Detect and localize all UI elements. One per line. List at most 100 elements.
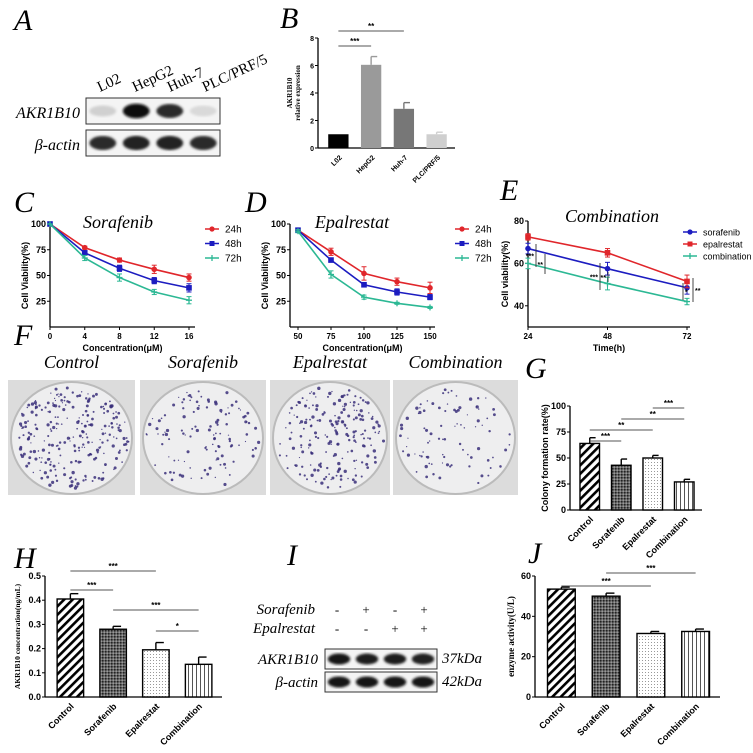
colony-dot [339, 478, 343, 481]
colony-dot [340, 394, 345, 399]
colony-dot [328, 473, 330, 475]
significance-label: ** [368, 22, 375, 31]
data-point [427, 294, 433, 300]
category-label: Control [46, 701, 76, 731]
colony-dot [330, 443, 332, 446]
colony-dot [437, 406, 441, 410]
colony-dish-epalrestat: Epalrestat [270, 352, 390, 495]
blot-I-row0-band [383, 653, 407, 665]
colony-dot [77, 446, 81, 449]
colony-dot [69, 440, 71, 442]
colony-dot [215, 432, 217, 435]
colony-dot [29, 432, 33, 436]
colony-dot [427, 441, 429, 444]
treatment-sign: + [420, 621, 427, 636]
colony-dot [306, 478, 308, 481]
chart-title: Epalrestat [314, 212, 390, 232]
colony-dot [126, 440, 129, 443]
panel-I-western-blot: Sorafenib - + - + Epalrestat - - + + AKR1B10 37kDa β… [252, 602, 482, 693]
colony-dot [342, 407, 346, 412]
colony-dot [343, 394, 345, 396]
blot-A-row0-band [156, 104, 184, 118]
colony-dot [26, 437, 30, 441]
colony-dot [25, 464, 29, 468]
colony-dish-combination: Combination [393, 352, 518, 495]
legend-label: 24h [225, 225, 242, 236]
colony-dot [182, 398, 186, 401]
colony-dot [351, 478, 355, 482]
blot-I-row0-band [411, 653, 435, 665]
x-tick-label: 12 [150, 332, 159, 341]
colony-dot [331, 476, 335, 480]
colony-dot [195, 428, 199, 433]
colony-dot [343, 469, 347, 473]
colony-dot [406, 453, 411, 457]
colony-dot [372, 426, 376, 430]
colony-dot [40, 461, 43, 464]
colony-dot [309, 392, 311, 395]
category-label: Epalrestat [618, 701, 656, 739]
y-tick-label: 6 [310, 64, 314, 71]
colony-dot [432, 473, 435, 476]
panel-label-A: A [12, 4, 33, 37]
colony-dot [340, 411, 344, 414]
colony-dot [301, 397, 304, 400]
colony-dot [41, 448, 46, 452]
y-tick-label: 75 [556, 427, 566, 437]
colony-dot [206, 472, 210, 476]
treatment-sign: - [335, 621, 339, 636]
colony-dot [354, 474, 358, 477]
colony-dot [298, 473, 302, 476]
legend-marker [209, 226, 215, 232]
colony-dot [154, 464, 157, 467]
treatment-sign: - [364, 621, 368, 636]
treatment-label: Sorafenib [257, 602, 316, 618]
colony-dot [112, 416, 116, 420]
colony-dot [246, 411, 250, 415]
colony-dot [286, 467, 289, 470]
colony-dot [346, 393, 349, 396]
colony-dot [245, 433, 249, 436]
treatment-sign: + [362, 602, 369, 617]
colony-dot [279, 443, 281, 445]
colony-dot [492, 413, 496, 417]
y-tick-label: 0.1 [28, 668, 41, 678]
colony-dot [425, 455, 428, 458]
y-tick-label: 60 [521, 571, 531, 581]
colony-dot [47, 411, 49, 413]
colony-dot [363, 429, 367, 432]
colony-dot [229, 445, 233, 448]
colony-dot [55, 479, 59, 483]
colony-dot [82, 443, 85, 446]
bar-control [579, 442, 601, 511]
colony-dot [50, 430, 53, 432]
colony-dot [32, 471, 35, 474]
colony-dot [85, 433, 88, 435]
colony-dot [354, 467, 356, 470]
colony-dot [160, 417, 163, 420]
colony-dot [298, 401, 302, 405]
panel-label-F: F [13, 319, 33, 352]
y-tick-label: 20 [521, 652, 531, 662]
colony-dot [113, 466, 117, 470]
y-axis-label: Cell Viability(%) [260, 242, 270, 309]
colony-dot [228, 473, 231, 476]
colony-dot [103, 412, 106, 414]
colony-dot [349, 401, 352, 404]
colony-dot [63, 467, 66, 470]
colony-dot [180, 429, 183, 432]
colony-dot [232, 460, 235, 463]
colony-dot [35, 427, 38, 430]
treatment-sign: + [420, 602, 427, 617]
colony-dot [337, 416, 341, 420]
colony-dot [109, 405, 113, 409]
colony-dot [165, 428, 170, 433]
colony-dot [186, 450, 190, 454]
dish-label: Combination [408, 352, 502, 372]
colony-dot [355, 409, 358, 412]
colony-dot [373, 460, 377, 464]
data-point [525, 245, 531, 252]
y-tick-label: 100 [271, 219, 286, 229]
colony-dot [373, 456, 377, 459]
colony-dot [304, 420, 308, 425]
